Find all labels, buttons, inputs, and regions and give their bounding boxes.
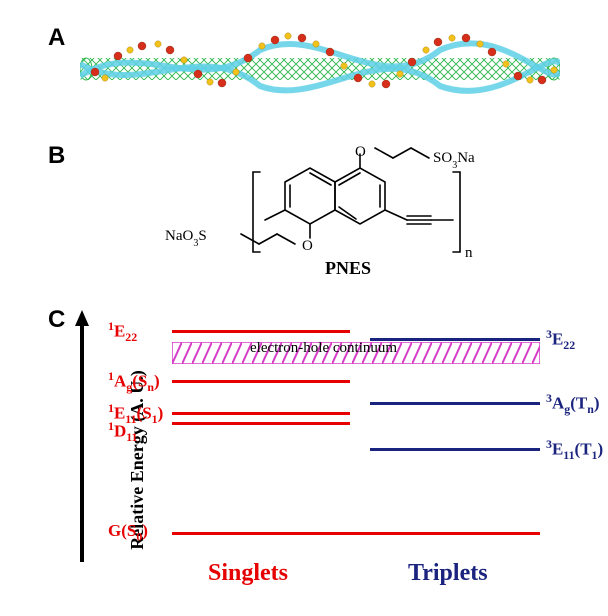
label-3E22: 3E22 — [546, 327, 575, 353]
level-3AgTn — [370, 402, 540, 405]
svg-text:O: O — [355, 144, 366, 160]
label-GS0: G(S0) — [108, 521, 148, 544]
svg-text:SO3Na: SO3Na — [433, 150, 475, 171]
label-3E11T1: 3E11(T1) — [546, 437, 603, 463]
label-1E22: 1E22 — [108, 319, 137, 345]
panel-b-label: B — [48, 142, 65, 170]
label-1D11: 1D11 — [108, 419, 137, 445]
label-1AgSn: 1Ag(Sn) — [108, 369, 160, 395]
bottom-singlets-label: Singlets — [208, 560, 288, 587]
level-1AgSn — [172, 380, 350, 383]
level-GS0 — [172, 532, 540, 535]
bottom-triplets-label: Triplets — [408, 560, 488, 587]
svg-text:NaO3S: NaO3S — [165, 228, 207, 249]
panel-a-label: A — [48, 24, 65, 52]
level-1E22 — [172, 330, 350, 333]
nanotube-graphic — [80, 28, 560, 108]
svg-text:n: n — [465, 245, 473, 261]
level-3E11T1 — [370, 448, 540, 451]
label-3AgTn: 3Ag(Tn) — [546, 391, 599, 417]
svg-text:O: O — [302, 238, 313, 254]
level-3E22 — [370, 338, 540, 341]
chemical-structure: O SO3Na O NaO3S n PNES — [135, 142, 495, 292]
molecule-name: PNES — [325, 258, 371, 278]
energy-diagram: Relative Energy (A. U.) electron-hole co… — [40, 310, 580, 610]
energy-axis-arrow — [72, 310, 92, 570]
eh-continuum-label: electron-hole continuum — [250, 340, 397, 357]
level-1D11 — [172, 422, 350, 425]
level-1E11S1 — [172, 412, 350, 415]
